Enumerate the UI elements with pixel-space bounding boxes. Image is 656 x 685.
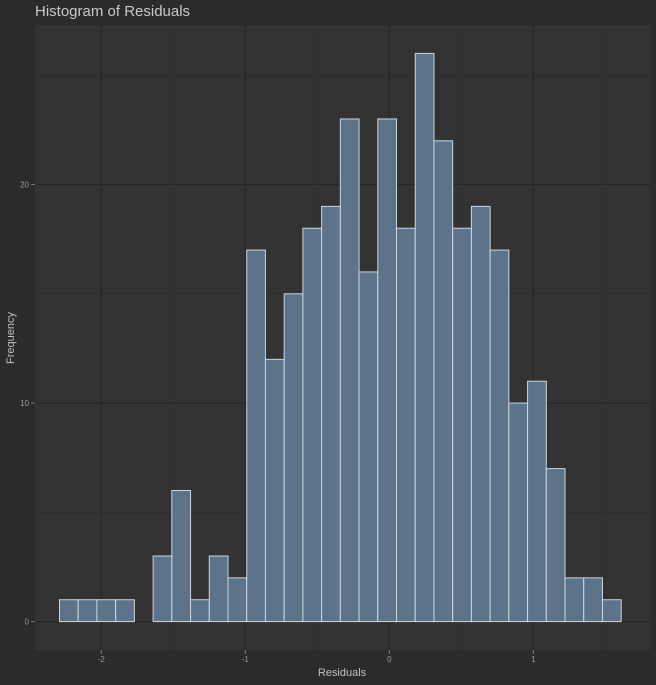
histogram-bar (77, 599, 98, 623)
y-tick-label: 10 (20, 399, 29, 408)
histogram-bar (58, 599, 79, 623)
histogram-bar (377, 118, 398, 623)
histogram-bar (190, 599, 210, 623)
histogram-bar (321, 205, 341, 623)
x-axis-ticks: -2 -1 0 1 (98, 650, 536, 664)
x-tick-label: -2 (98, 655, 106, 664)
histogram-bar (152, 555, 173, 623)
histogram-bar (564, 577, 585, 623)
y-tick-label: 20 (20, 181, 29, 190)
histogram-bar (396, 227, 416, 623)
histogram-bars (58, 52, 622, 623)
histogram-bar (470, 205, 491, 623)
histogram-bar (115, 599, 135, 623)
x-tick-label: -1 (242, 655, 250, 664)
histogram-bar (508, 402, 529, 623)
histogram-bar (171, 489, 192, 623)
histogram-bar (414, 52, 435, 623)
y-tick-label: 0 (25, 618, 30, 627)
histogram-bar (583, 577, 603, 623)
histogram-bar (264, 358, 285, 623)
y-axis-ticks: 0 10 20 (20, 181, 35, 627)
histogram-bar (433, 140, 454, 623)
histogram-bar (358, 271, 379, 623)
histogram-bar (601, 599, 622, 623)
histogram-bar (545, 468, 566, 623)
histogram-bar (302, 227, 323, 623)
histogram-bar (96, 599, 117, 623)
histogram-bar (339, 118, 360, 623)
histogram-bar (489, 249, 510, 623)
x-tick-label: 0 (387, 655, 392, 664)
histogram-bar (283, 293, 304, 623)
chart-title: Histogram of Residuals (35, 3, 190, 20)
x-tick-label: 1 (531, 655, 536, 664)
histogram-bar (227, 577, 248, 623)
y-axis-title: Frequency (5, 312, 17, 364)
histogram-bar (452, 227, 472, 623)
histogram-bar (246, 249, 266, 623)
x-axis-title: Residuals (318, 667, 367, 679)
histogram-bar (208, 555, 229, 623)
histogram-bar (527, 380, 547, 623)
